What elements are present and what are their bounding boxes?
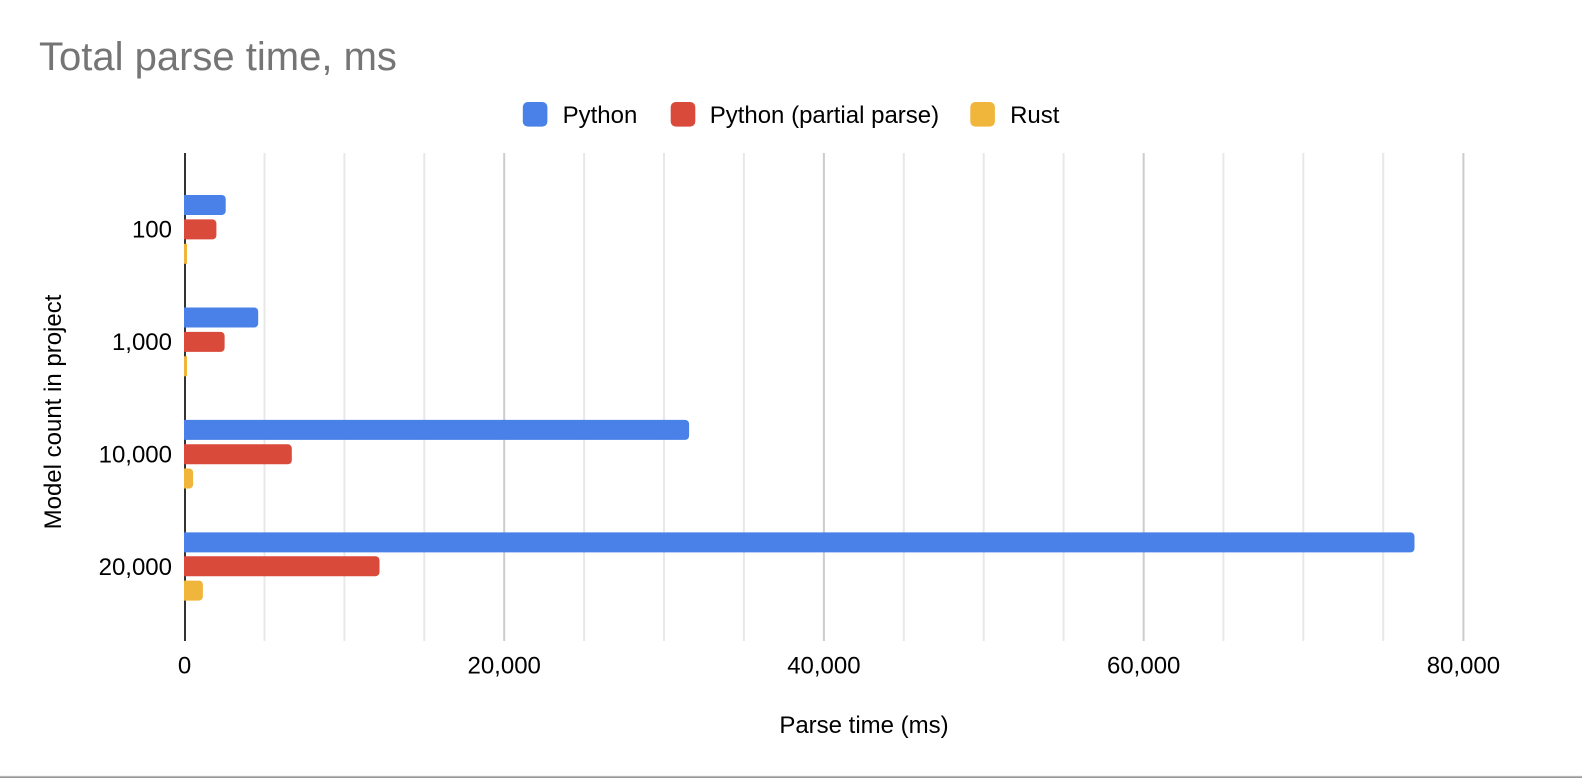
svg-text:1,000: 1,000 [112, 329, 172, 356]
svg-text:20,000: 20,000 [99, 554, 172, 581]
svg-text:Parse time (ms): Parse time (ms) [779, 712, 948, 739]
svg-text:80,000: 80,000 [1427, 653, 1500, 680]
svg-text:Total parse time, ms: Total parse time, ms [39, 35, 397, 79]
svg-text:40,000: 40,000 [787, 653, 860, 680]
svg-text:Python (partial parse): Python (partial parse) [710, 102, 939, 129]
svg-text:Rust: Rust [1010, 102, 1060, 129]
svg-text:60,000: 60,000 [1107, 653, 1180, 680]
svg-text:0: 0 [178, 653, 191, 680]
svg-text:20,000: 20,000 [467, 653, 540, 680]
svg-text:100: 100 [132, 217, 172, 244]
svg-text:Model count in project: Model count in project [40, 294, 67, 529]
svg-text:Python: Python [563, 102, 638, 129]
svg-text:10,000: 10,000 [99, 442, 172, 469]
